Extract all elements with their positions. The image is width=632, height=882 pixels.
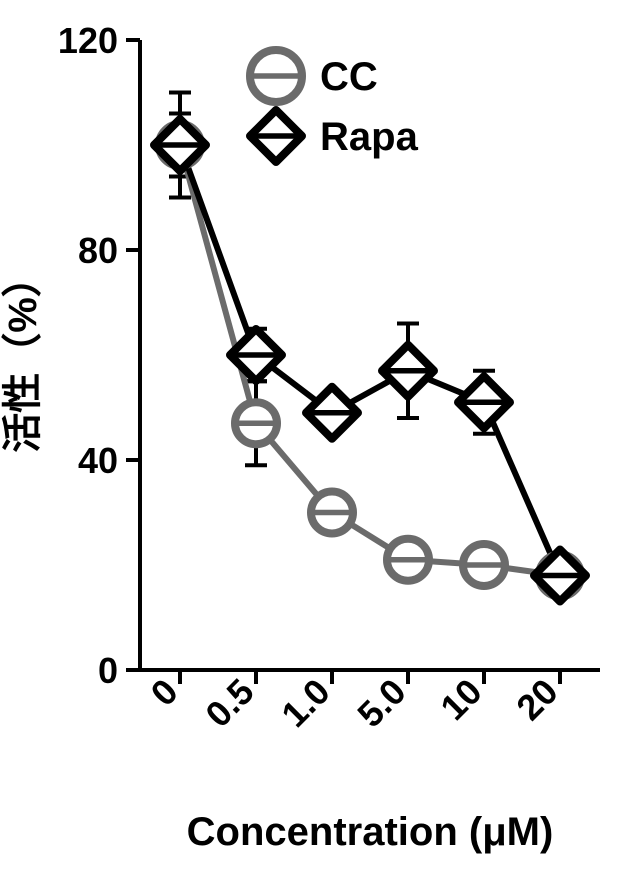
- x-axis-label: Concentration (μM): [187, 810, 554, 854]
- y-tick-label: 40: [78, 440, 118, 481]
- y-tick-label: 120: [58, 20, 118, 61]
- legend-label: CC: [320, 55, 378, 99]
- y-tick-label: 0: [98, 650, 118, 691]
- legend-label: Rapa: [320, 115, 419, 159]
- line-chart: 0408012000.51.05.01020活性（%）Concentration…: [0, 0, 632, 882]
- chart-container: 0408012000.51.05.01020活性（%）Concentration…: [0, 0, 632, 882]
- y-tick-label: 80: [78, 230, 118, 271]
- y-axis-label: 活性（%）: [1, 257, 45, 453]
